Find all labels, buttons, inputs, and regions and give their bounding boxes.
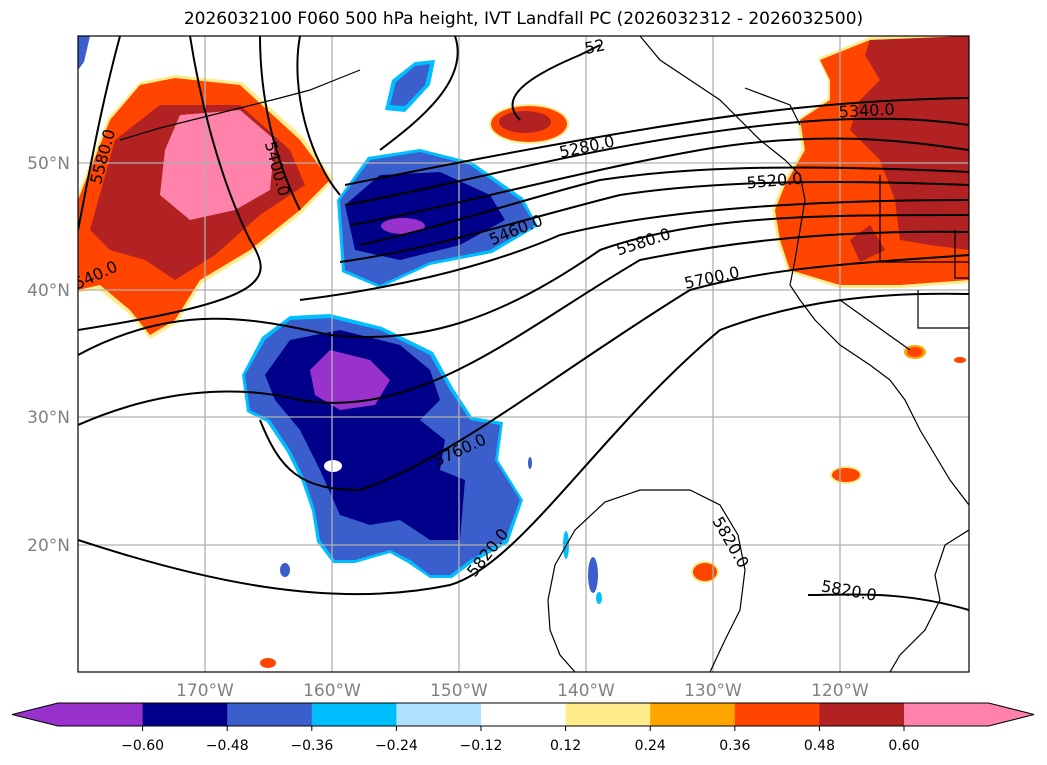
lon-label: 160°W	[303, 681, 361, 701]
colorbar-outline	[11, 702, 1035, 727]
ivt-negative-anomaly-subtropical	[242, 314, 602, 604]
ivt-negative-anomaly-aleutian	[78, 36, 435, 112]
contour-label: 52	[583, 35, 607, 58]
colorbar-segment	[650, 703, 736, 726]
lat-label: 40°N	[27, 281, 70, 301]
colorbar-tick-label: −0.24	[375, 738, 418, 754]
coastlines	[119, 36, 969, 672]
colorbar-tick-label: −0.36	[290, 738, 333, 754]
contour-label: 5520.0	[746, 169, 803, 193]
lon-label: 170°W	[176, 681, 234, 701]
lon-label: 150°W	[430, 681, 488, 701]
colorbar-segment	[819, 703, 905, 726]
colorbar-extend-high	[988, 703, 1034, 726]
colorbar-tick-label: 0.60	[888, 738, 919, 754]
colorbar-segment	[565, 703, 651, 726]
ivt-positive-anomaly-gulf	[489, 104, 569, 144]
colorbar-segment	[396, 703, 482, 726]
colorbar-tick-label: −0.48	[206, 738, 249, 754]
lat-label: 20°N	[27, 536, 70, 556]
colorbar-tick-label: −0.12	[460, 738, 503, 754]
lon-label: 140°W	[557, 681, 615, 701]
colorbar-segment	[734, 703, 820, 726]
lon-label: 130°W	[684, 681, 742, 701]
lat-label: 50°N	[27, 154, 70, 174]
colorbar-segment	[311, 703, 397, 726]
graticule	[78, 36, 969, 672]
colorbar-segment	[58, 703, 144, 726]
colorbar-segment	[227, 703, 313, 726]
contour-label: 5340.0	[838, 100, 895, 122]
lat-labels: 50°N 40°N 30°N 20°N	[27, 154, 70, 556]
colorbar-segment	[904, 703, 990, 726]
lat-label: 30°N	[27, 408, 70, 428]
colorbar-tick-label: −0.60	[121, 738, 164, 754]
colorbar-segment	[142, 703, 228, 726]
colorbar-tick-label: 0.48	[804, 738, 835, 754]
colorbar-tick-label: 0.36	[719, 738, 750, 754]
ivt-small-positive-patches	[260, 345, 966, 668]
ivt-positive-anomaly-west	[78, 75, 334, 339]
map-frame	[77, 35, 970, 673]
colorbar-tick-label: 0.24	[635, 738, 666, 754]
lon-labels: 170°W 160°W 150°W 140°W 130°W 120°W	[176, 681, 869, 701]
colorbar: −0.60 −0.48 −0.36 −0.24 −0.12 0.12 0.24 0.36 0.4…	[11, 702, 1035, 754]
colorbar-extend-low	[12, 703, 58, 726]
map-area: 5580.0 5400.0 540.0 5280.0 5340.0 5520.0…	[78, 35, 969, 672]
colorbar-segment	[481, 703, 567, 726]
height-contours	[78, 36, 969, 611]
plot-title: 2026032100 F060 500 hPa height, IVT Land…	[183, 9, 864, 29]
colorbar-tick-label: 0.12	[550, 738, 581, 754]
lon-label: 120°W	[811, 681, 869, 701]
